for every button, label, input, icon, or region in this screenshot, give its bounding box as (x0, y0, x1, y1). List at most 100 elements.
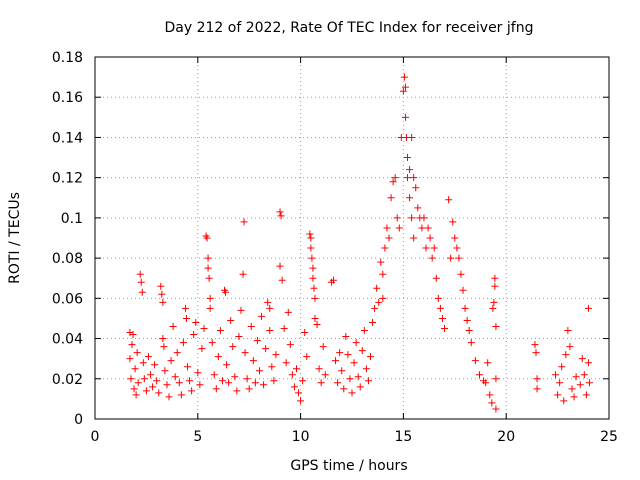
data-point (149, 383, 157, 391)
data-point (533, 375, 541, 383)
data-point (406, 166, 414, 174)
data-point (206, 294, 214, 302)
data-point (338, 367, 346, 375)
data-point (350, 359, 358, 367)
data-point (177, 391, 185, 399)
data-point (200, 325, 208, 332)
data-point (385, 234, 393, 242)
data-point (165, 393, 173, 401)
data-point (379, 294, 387, 302)
data-point (151, 361, 159, 369)
data-point (139, 359, 147, 367)
data-point (332, 357, 340, 365)
data-point (171, 373, 179, 381)
data-point (576, 381, 584, 389)
data-point (346, 375, 354, 383)
y-tick-label: 0.06 (52, 291, 83, 307)
data-point (393, 214, 401, 222)
data-point (490, 298, 498, 306)
data-point (572, 373, 580, 381)
data-point (564, 327, 572, 335)
grid-layer (95, 57, 609, 419)
data-point (264, 298, 272, 306)
data-point (204, 254, 212, 262)
data-point (404, 174, 412, 182)
data-point (492, 405, 500, 413)
data-point (158, 290, 166, 298)
data-point (389, 178, 397, 186)
data-point (299, 377, 307, 385)
data-point (356, 383, 364, 391)
data-point (147, 371, 155, 379)
data-point (227, 316, 235, 324)
data-point (235, 333, 243, 341)
data-point (222, 288, 230, 296)
data-point (491, 282, 499, 290)
data-point (582, 391, 590, 399)
data-point (233, 387, 241, 395)
data-point (344, 351, 352, 359)
data-point (428, 254, 436, 262)
data-point (531, 341, 539, 349)
data-point (532, 349, 540, 357)
x-axis-label: GPS time / hours (290, 458, 407, 474)
data-point (214, 353, 222, 361)
data-point (391, 174, 399, 182)
data-point (184, 363, 192, 371)
data-point (358, 347, 366, 355)
x-tick-label: 20 (497, 429, 515, 445)
data-point (203, 234, 211, 242)
data-point (251, 379, 259, 387)
data-point (160, 343, 168, 351)
data-point (486, 391, 494, 399)
data-point (306, 230, 314, 238)
data-point (360, 327, 368, 335)
data-point (364, 377, 372, 385)
data-point (266, 327, 274, 335)
data-point (282, 359, 290, 367)
data-point (133, 349, 141, 357)
data-point (175, 379, 183, 387)
data-point (249, 357, 257, 365)
data-point (426, 234, 434, 242)
y-tick-label: 0.04 (52, 332, 83, 348)
y-tick-label: 0.08 (52, 251, 83, 267)
data-point (489, 304, 497, 312)
data-point (161, 367, 169, 375)
data-point (303, 353, 311, 361)
data-point (182, 314, 190, 322)
y-tick-label: 0.14 (52, 130, 83, 146)
x-tick-label: 0 (91, 429, 100, 445)
data-point (311, 294, 319, 302)
data-point (387, 194, 395, 202)
plot-area-frame (94, 56, 610, 420)
x-tick-label: 10 (292, 429, 310, 445)
data-point (276, 208, 284, 216)
data-point (340, 385, 348, 393)
data-point (585, 379, 593, 387)
data-point (163, 381, 171, 389)
x-tick-label: 25 (600, 429, 618, 445)
data-point (241, 349, 249, 357)
data-point (159, 335, 167, 343)
data-point (449, 218, 457, 226)
data-point (395, 224, 403, 232)
data-point (140, 375, 148, 383)
data-point (243, 375, 251, 383)
data-point (447, 254, 455, 262)
data-point (317, 379, 325, 387)
data-point (138, 288, 146, 296)
data-point (441, 325, 449, 332)
data-point (471, 357, 479, 365)
data-point (562, 351, 570, 359)
data-point (127, 375, 135, 383)
data-point (295, 389, 303, 397)
data-point (262, 345, 270, 353)
data-point (308, 254, 316, 262)
data-point (375, 298, 383, 306)
data-point (321, 371, 329, 379)
y-tick-label: 0.02 (52, 372, 83, 388)
data-point (492, 375, 500, 383)
data-point (465, 327, 473, 335)
